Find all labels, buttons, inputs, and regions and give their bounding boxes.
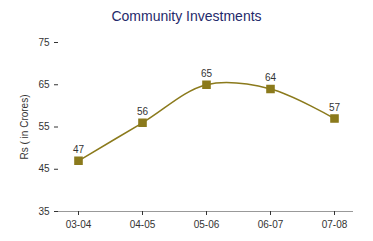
svg-text:35: 35 (38, 206, 50, 217)
svg-text:03-04: 03-04 (66, 219, 92, 230)
svg-text:06-07: 06-07 (258, 219, 284, 230)
svg-text:07-08: 07-08 (322, 219, 348, 230)
svg-text:05-06: 05-06 (194, 219, 220, 230)
svg-text:55: 55 (38, 121, 50, 132)
svg-text:45: 45 (38, 163, 50, 174)
svg-text:47: 47 (73, 144, 85, 155)
html-text:Community Investments: Community Investments (111, 8, 262, 24)
svg-text:56: 56 (137, 106, 149, 117)
svg-text:57: 57 (329, 102, 341, 113)
svg-text:Rs ( in Crores): Rs ( in Crores) (19, 94, 30, 159)
svg-text:65: 65 (201, 68, 213, 79)
svg-text:04-05: 04-05 (130, 219, 156, 230)
svg-text:75: 75 (38, 37, 50, 48)
svg-text:64: 64 (265, 72, 277, 83)
svg-text:65: 65 (38, 79, 50, 90)
